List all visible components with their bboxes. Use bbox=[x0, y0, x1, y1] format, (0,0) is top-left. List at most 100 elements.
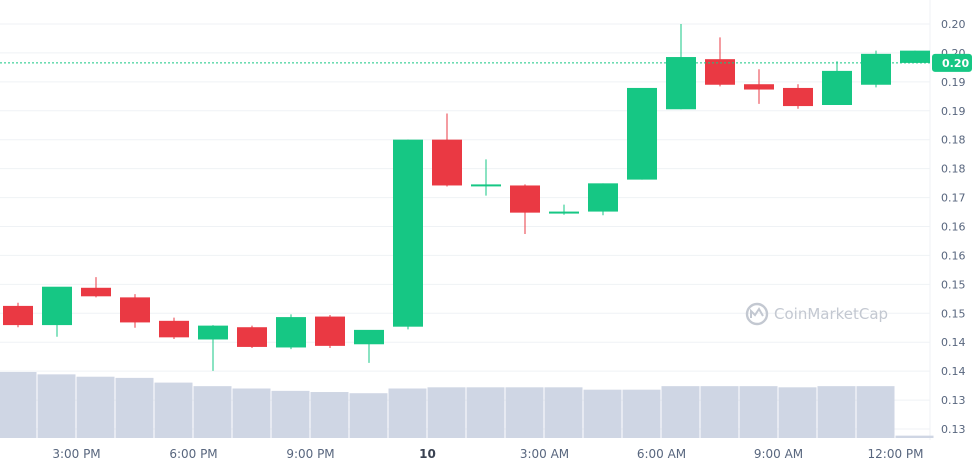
x-tick-label: 3:00 PM bbox=[52, 447, 100, 461]
candle-body bbox=[393, 139, 423, 327]
candlesticks bbox=[3, 24, 930, 371]
candle-up bbox=[822, 61, 852, 105]
candle-down bbox=[705, 37, 735, 87]
x-tick-label: 9:00 AM bbox=[754, 447, 803, 461]
candle-down bbox=[432, 113, 462, 187]
candle-up bbox=[666, 24, 696, 110]
watermark-label: CoinMarketCap bbox=[774, 305, 888, 323]
y-tick-label: 0.18 bbox=[941, 163, 966, 176]
candle-body bbox=[315, 316, 345, 346]
volume-bar bbox=[0, 372, 37, 438]
x-axis: 3:00 PM 6:00 PM 9:00 PM 10 3:00 AM 6:00 AM 9:0… bbox=[52, 447, 923, 461]
candle-body bbox=[432, 139, 462, 186]
coinmarketcap-logo-icon bbox=[745, 302, 769, 326]
y-tick-label: 0.13 bbox=[941, 423, 966, 436]
x-tick-label: 6:00 AM bbox=[637, 447, 686, 461]
candle-body bbox=[744, 84, 774, 90]
candle-up bbox=[861, 50, 891, 88]
candle-body bbox=[783, 87, 813, 107]
x-tick-label: 12:00 PM bbox=[868, 447, 924, 461]
volume-bar bbox=[583, 389, 622, 438]
y-tick-label: 0.18 bbox=[941, 134, 966, 147]
candle-up bbox=[588, 183, 618, 216]
candle-body bbox=[81, 287, 111, 297]
volume-bars bbox=[0, 372, 934, 438]
y-tick-label: 0.19 bbox=[941, 76, 966, 89]
x-tick-label: 6:00 PM bbox=[169, 447, 217, 461]
volume-bar bbox=[427, 387, 466, 438]
candle-body bbox=[900, 50, 930, 63]
candle-body bbox=[3, 305, 33, 326]
volume-bar bbox=[661, 386, 700, 438]
y-tick-label: 0.17 bbox=[941, 192, 966, 205]
volume-bar bbox=[310, 392, 349, 438]
volume-bar bbox=[895, 435, 934, 438]
volume-bar bbox=[232, 388, 271, 438]
price-badge-background bbox=[932, 53, 972, 72]
volume-bar bbox=[544, 387, 583, 438]
candle-down bbox=[744, 69, 774, 104]
candle-up bbox=[627, 87, 657, 180]
y-tick-label: 0.13 bbox=[941, 394, 966, 407]
candle-body bbox=[276, 317, 306, 348]
volume-bar bbox=[622, 389, 661, 438]
candle-up bbox=[276, 314, 306, 350]
candle-body bbox=[510, 185, 540, 213]
candle-up bbox=[42, 286, 72, 337]
candle-body bbox=[198, 325, 228, 340]
volume-bar bbox=[700, 386, 739, 438]
x-tick-label: 10 bbox=[419, 447, 436, 461]
volume-bar bbox=[115, 377, 154, 438]
grid-lines bbox=[0, 0, 931, 440]
y-tick-label: 0.16 bbox=[941, 249, 966, 262]
candle-up bbox=[393, 139, 423, 330]
candle-up bbox=[549, 204, 579, 215]
candle-down bbox=[783, 84, 813, 109]
candle-up bbox=[900, 50, 930, 63]
volume-bar bbox=[271, 390, 310, 438]
candle-down bbox=[81, 277, 111, 298]
candle-down bbox=[237, 325, 267, 348]
volume-bar bbox=[37, 374, 76, 438]
volume-bar bbox=[856, 386, 895, 438]
y-tick-label: 0.15 bbox=[941, 307, 966, 320]
candle-body bbox=[666, 57, 696, 110]
volume-bar bbox=[193, 386, 232, 438]
candle-body bbox=[120, 297, 150, 323]
volume-bar bbox=[778, 387, 817, 438]
candle-body bbox=[588, 183, 618, 212]
y-tick-label: 0.15 bbox=[941, 278, 966, 291]
candle-up bbox=[354, 329, 384, 363]
current-price-badge: 0.20 bbox=[932, 53, 972, 72]
candle-down bbox=[120, 294, 150, 328]
volume-bar bbox=[349, 393, 388, 438]
candle-down bbox=[510, 184, 540, 234]
candle-down bbox=[315, 314, 345, 348]
candle-body bbox=[822, 70, 852, 105]
coinmarketcap-watermark: CoinMarketCap bbox=[745, 302, 888, 326]
y-axis: 0.20 0.20 0.19 0.19 0.18 0.18 0.17 0.16 0.16 0.15… bbox=[941, 18, 966, 436]
volume-bar bbox=[817, 386, 856, 438]
candle-body bbox=[471, 184, 501, 187]
candle-body bbox=[354, 329, 384, 345]
candle-body bbox=[237, 327, 267, 347]
candle-body bbox=[861, 53, 891, 85]
volume-bar bbox=[739, 386, 778, 438]
volume-bar bbox=[466, 387, 505, 438]
volume-bar bbox=[388, 388, 427, 438]
y-tick-label: 0.14 bbox=[941, 336, 966, 349]
volume-bar bbox=[505, 387, 544, 438]
y-tick-label: 0.20 bbox=[941, 18, 966, 31]
candle-body bbox=[627, 87, 657, 180]
x-tick-label: 9:00 PM bbox=[286, 447, 334, 461]
candle-down bbox=[159, 317, 189, 339]
candle-body bbox=[549, 211, 579, 214]
candle-up bbox=[198, 325, 228, 371]
candle-down bbox=[3, 302, 33, 328]
volume-bar bbox=[154, 382, 193, 438]
candle-body bbox=[159, 320, 189, 338]
volume-bar bbox=[76, 376, 115, 438]
price-badge-label: 0.20 bbox=[942, 57, 969, 70]
